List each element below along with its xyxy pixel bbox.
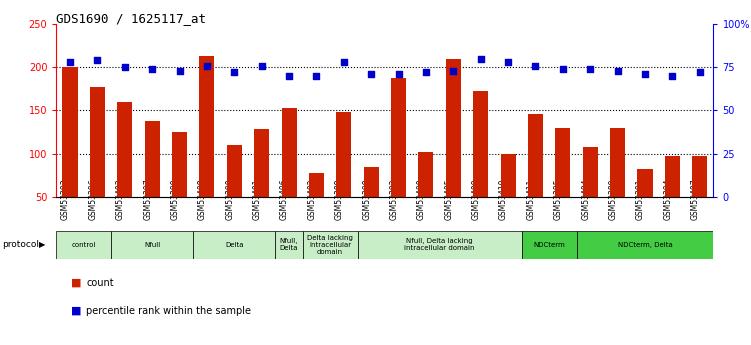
Point (694, 70, 706, 75)
Bar (199, 56, 215, 240)
Point (146, 66, 158, 72)
Bar (111, 231, 193, 259)
Bar (528, 114, 543, 240)
Bar (446, 59, 461, 240)
Bar (610, 128, 625, 240)
Bar (145, 121, 160, 240)
Bar (276, 231, 303, 259)
Bar (473, 91, 488, 240)
Point (475, 56, 487, 61)
Bar (309, 173, 324, 240)
Text: Nfull, Delta lacking
intracellular domain: Nfull, Delta lacking intracellular domai… (404, 238, 475, 252)
Text: control: control (71, 242, 96, 248)
Point (255, 63, 267, 68)
Bar (665, 156, 680, 240)
Bar (638, 169, 653, 240)
Point (173, 68, 185, 73)
Bar (303, 231, 357, 259)
Point (64, 59, 76, 65)
Text: Delta lacking
intracellular
domain: Delta lacking intracellular domain (307, 235, 353, 255)
Point (502, 59, 514, 65)
Text: percentile rank within the sample: percentile rank within the sample (86, 306, 252, 315)
Bar (56, 231, 111, 259)
Bar (418, 152, 433, 240)
Point (666, 73, 678, 79)
Text: ■: ■ (71, 306, 82, 315)
Point (228, 70, 240, 75)
Bar (522, 231, 577, 259)
Text: count: count (86, 278, 114, 288)
Text: Nfull,
Delta: Nfull, Delta (280, 238, 298, 252)
Point (365, 71, 377, 77)
Bar (391, 78, 406, 240)
Point (448, 68, 460, 73)
Bar (357, 231, 522, 259)
Bar (577, 231, 713, 259)
Bar (363, 167, 379, 240)
Bar (227, 145, 242, 240)
Point (338, 59, 350, 65)
Bar (193, 231, 276, 259)
Point (393, 71, 405, 77)
Text: GDS1690 / 1625117_at: GDS1690 / 1625117_at (56, 12, 207, 25)
Bar (583, 148, 598, 240)
Point (639, 71, 651, 77)
Point (584, 66, 596, 72)
Point (310, 73, 322, 79)
Text: NDCterm, Delta: NDCterm, Delta (617, 242, 672, 248)
Text: Delta: Delta (225, 242, 243, 248)
Text: ■: ■ (71, 278, 82, 288)
Point (92, 58, 104, 63)
Bar (172, 132, 187, 240)
Bar (692, 156, 707, 240)
Bar (336, 112, 351, 240)
Bar (254, 129, 269, 240)
Bar (62, 67, 77, 240)
Text: NDCterm: NDCterm (533, 242, 565, 248)
Point (201, 63, 213, 68)
Text: protocol: protocol (2, 240, 39, 249)
Bar (555, 128, 571, 240)
Bar (282, 108, 297, 240)
Text: ▶: ▶ (39, 240, 46, 249)
Point (420, 70, 432, 75)
Point (556, 66, 569, 72)
Point (119, 65, 131, 70)
Point (529, 63, 541, 68)
Text: Nfull: Nfull (144, 242, 160, 248)
Bar (90, 87, 105, 240)
Point (283, 73, 295, 79)
Bar (501, 154, 516, 240)
Point (611, 68, 623, 73)
Bar (117, 102, 132, 240)
